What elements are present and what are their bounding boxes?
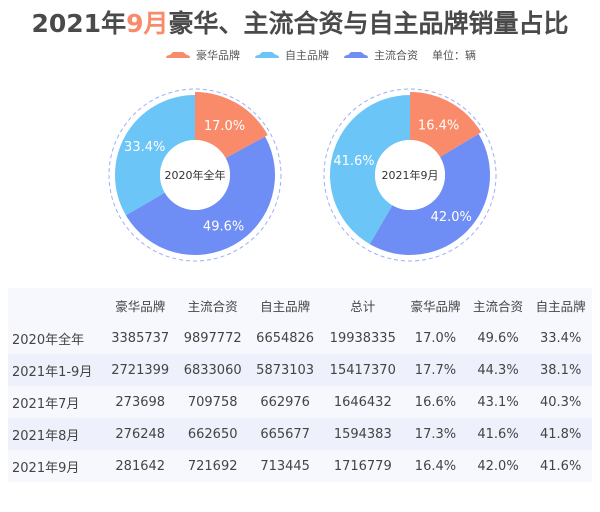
table-cell: 15417370 bbox=[321, 354, 405, 386]
table-row: 2021年9月 281642 721692 713445 1716779 16.4% 42.… bbox=[8, 450, 592, 482]
legend-item: 主流合资 bbox=[343, 47, 418, 63]
table-cell: 2721399 bbox=[104, 354, 177, 386]
table-cell: 41.8% bbox=[529, 418, 592, 450]
table-cell: 662976 bbox=[248, 386, 322, 418]
slice-label: 33.4% bbox=[124, 140, 165, 155]
table-cell: 41.6% bbox=[529, 450, 592, 482]
donut-slice bbox=[330, 95, 410, 245]
chart-title: 2021年9月豪华、主流合资与自主品牌销量占比 bbox=[0, 4, 600, 40]
table-cell: 43.1% bbox=[466, 386, 530, 418]
column-header: 豪华品牌 bbox=[404, 288, 467, 322]
title-suffix: 豪华、主流合资与自主品牌销量占比 bbox=[168, 9, 569, 38]
unit-label: 单位：辆 bbox=[432, 49, 476, 62]
slice-label: 49.6% bbox=[203, 219, 244, 234]
table-cell: 40.3% bbox=[529, 386, 592, 418]
slice-label: 41.6% bbox=[333, 154, 374, 169]
column-header: 总计 bbox=[321, 288, 405, 322]
table-cell: 273698 bbox=[104, 386, 177, 418]
car-icon bbox=[255, 52, 279, 58]
column-header: 自主品牌 bbox=[529, 288, 592, 322]
table-cell: 19938335 bbox=[321, 322, 405, 354]
legend-label: 主流合资 bbox=[374, 49, 418, 62]
data-table: 豪华品牌 主流合资 自主品牌 总计 豪华品牌 主流合资 自主品牌 2020年全年 3385737… bbox=[8, 288, 592, 482]
dashed-ring bbox=[323, 88, 497, 262]
table-cell: 44.3% bbox=[466, 354, 530, 386]
table-cell: 3385737 bbox=[104, 322, 177, 354]
header-row: 豪华品牌 主流合资 自主品牌 总计 豪华品牌 主流合资 自主品牌 bbox=[8, 288, 592, 322]
table-cell: 42.0% bbox=[466, 450, 530, 482]
table-cell: 1716779 bbox=[321, 450, 405, 482]
column-header: 自主品牌 bbox=[248, 288, 322, 322]
table-cell: 2021年8月 bbox=[8, 418, 104, 450]
column-header: 主流合资 bbox=[466, 288, 530, 322]
table-row: 2021年8月 276248 662650 665677 1594383 17.3% 41.… bbox=[8, 418, 592, 450]
legend-item: 豪华品牌 bbox=[165, 47, 240, 63]
slice-label: 42.0% bbox=[431, 210, 472, 225]
table-cell: 2020年全年 bbox=[8, 322, 104, 354]
table-cell: 709758 bbox=[176, 386, 249, 418]
donut-slice bbox=[125, 136, 275, 255]
column-header bbox=[8, 288, 104, 322]
table-cell: 281642 bbox=[104, 450, 177, 482]
table-cell: 6654826 bbox=[248, 322, 322, 354]
table-cell: 16.6% bbox=[404, 386, 467, 418]
table-cell: 5873103 bbox=[248, 354, 322, 386]
table-cell: 1594383 bbox=[321, 418, 405, 450]
legend-item: 自主品牌 bbox=[254, 47, 329, 63]
slice-label: 16.4% bbox=[418, 119, 459, 134]
table-cell: 2021年1-9月 bbox=[8, 354, 104, 386]
table-cell: 17.7% bbox=[404, 354, 467, 386]
donut-slice bbox=[410, 92, 482, 157]
table-cell: 33.4% bbox=[529, 322, 592, 354]
dashed-ring bbox=[108, 88, 282, 262]
table-cell: 713445 bbox=[248, 450, 322, 482]
table-cell: 662650 bbox=[176, 418, 249, 450]
title-prefix: 2021年 bbox=[31, 9, 127, 38]
table-cell: 1646432 bbox=[321, 386, 405, 418]
table-cell: 276248 bbox=[104, 418, 177, 450]
table-cell: 2021年7月 bbox=[8, 386, 104, 418]
table-cell: 38.1% bbox=[529, 354, 592, 386]
table-row: 2020年全年 3385737 9897772 6654826 19938335 17.0… bbox=[8, 322, 592, 354]
table-row: 2021年7月 273698 709758 662976 1646432 16.6% 43.… bbox=[8, 386, 592, 418]
car-icon bbox=[344, 52, 368, 58]
donut-slice bbox=[195, 92, 268, 159]
legend: 豪华品牌 自主品牌 主流合资 单位：辆 bbox=[165, 47, 476, 63]
table-cell: 17.0% bbox=[404, 322, 467, 354]
table-cell: 721692 bbox=[176, 450, 249, 482]
slice-label: 17.0% bbox=[204, 119, 245, 134]
donut-slice bbox=[369, 133, 490, 255]
table-cell: 665677 bbox=[248, 418, 322, 450]
table-cell: 2021年9月 bbox=[8, 450, 104, 482]
donut-charts: 17.0% 49.6% 33.4%2020年全年 16.4% 42.0% 41.6% 202… bbox=[108, 88, 497, 262]
column-header: 主流合资 bbox=[176, 288, 249, 322]
table-cell: 17.3% bbox=[404, 418, 467, 450]
table-cell: 16.4% bbox=[404, 450, 467, 482]
donut-slice bbox=[114, 95, 195, 216]
table-cell: 49.6% bbox=[466, 322, 530, 354]
table-row: 2021年1-9月 2721399 6833060 5873103 15417370 17… bbox=[8, 354, 592, 386]
legend-label: 自主品牌 bbox=[285, 49, 329, 62]
legend-label: 豪华品牌 bbox=[196, 49, 240, 62]
table-cell: 9897772 bbox=[176, 322, 249, 354]
table-cell: 41.6% bbox=[466, 418, 530, 450]
title-highlight: 9月 bbox=[126, 9, 169, 38]
car-icon bbox=[166, 52, 190, 58]
donut-hole bbox=[160, 140, 230, 210]
column-header: 豪华品牌 bbox=[104, 288, 177, 322]
center-label: 2020年全年 bbox=[165, 168, 226, 182]
table-cell: 6833060 bbox=[176, 354, 249, 386]
center-label: 2021年9月 bbox=[382, 168, 439, 182]
donut-hole bbox=[375, 140, 445, 210]
